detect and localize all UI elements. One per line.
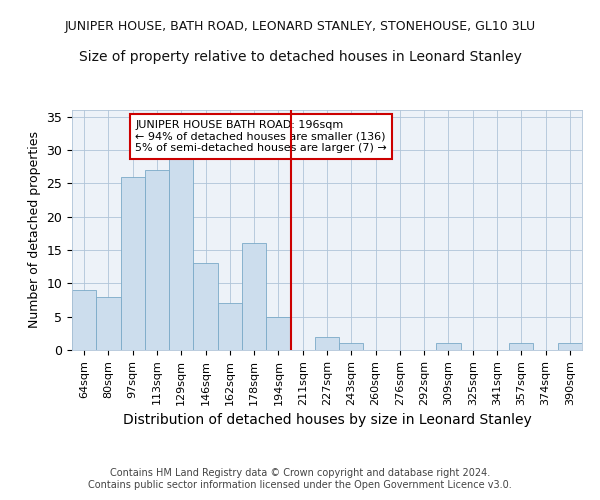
Bar: [145, 170, 169, 350]
Bar: [96, 296, 121, 350]
Bar: [218, 304, 242, 350]
Bar: [169, 156, 193, 350]
Bar: [193, 264, 218, 350]
Bar: [72, 290, 96, 350]
Text: Contains HM Land Registry data © Crown copyright and database right 2024.
Contai: Contains HM Land Registry data © Crown c…: [88, 468, 512, 490]
Bar: [242, 244, 266, 350]
Bar: [121, 176, 145, 350]
Y-axis label: Number of detached properties: Number of detached properties: [28, 132, 41, 328]
Bar: [558, 344, 582, 350]
Bar: [509, 344, 533, 350]
Bar: [266, 316, 290, 350]
Text: JUNIPER HOUSE, BATH ROAD, LEONARD STANLEY, STONEHOUSE, GL10 3LU: JUNIPER HOUSE, BATH ROAD, LEONARD STANLE…: [64, 20, 536, 33]
Text: JUNIPER HOUSE BATH ROAD: 196sqm
← 94% of detached houses are smaller (136)
5% of: JUNIPER HOUSE BATH ROAD: 196sqm ← 94% of…: [135, 120, 387, 153]
Bar: [339, 344, 364, 350]
Text: Size of property relative to detached houses in Leonard Stanley: Size of property relative to detached ho…: [79, 50, 521, 64]
Bar: [315, 336, 339, 350]
X-axis label: Distribution of detached houses by size in Leonard Stanley: Distribution of detached houses by size …: [122, 413, 532, 427]
Bar: [436, 344, 461, 350]
